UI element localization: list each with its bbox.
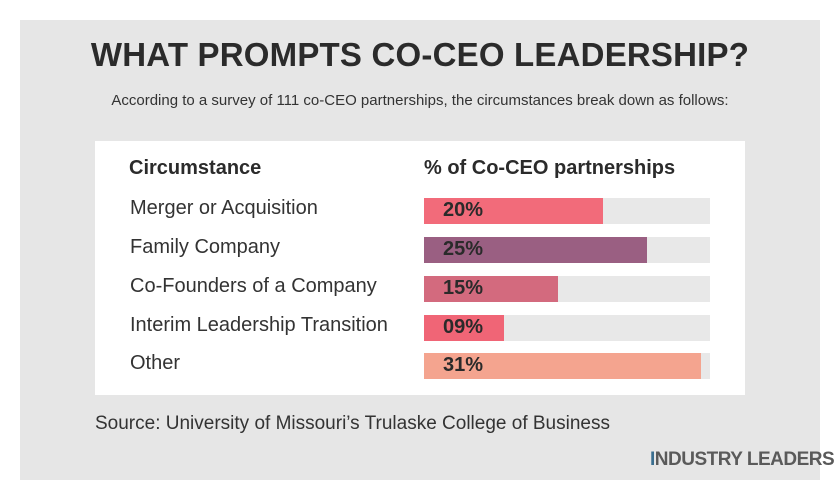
column-header-circumstance: Circumstance xyxy=(129,157,262,179)
bar-value-label: 15% xyxy=(443,277,484,299)
category-label: Co-Founders of a Company xyxy=(130,275,377,297)
chart-subtitle: According to a survey of 111 co-CEO part… xyxy=(111,92,729,109)
bar-track: 20% xyxy=(424,198,710,224)
bar xyxy=(424,276,558,302)
bar-value-label: 20% xyxy=(443,199,484,221)
bar-track: 25% xyxy=(424,237,710,263)
chart-title: WHAT PROMPTS CO-CEO LEADERSHIP? xyxy=(90,36,750,73)
bar xyxy=(424,237,647,263)
bar-track: 09% xyxy=(424,315,710,341)
source-note: Source: University of Missouri’s Trulask… xyxy=(95,413,610,434)
column-header-percent: % of Co-CEO partnerships xyxy=(424,157,676,179)
bar-value-label: 31% xyxy=(443,354,484,376)
data-table-panel xyxy=(95,141,745,395)
category-label: Other xyxy=(130,352,181,374)
bar-track: 15% xyxy=(424,276,710,302)
industry-leaders-logo: INDUSTRY LEADERS xyxy=(650,449,835,470)
bar-value-label: 25% xyxy=(443,238,484,260)
category-label: Merger or Acquisition xyxy=(130,197,318,219)
category-label: Interim Leadership Transition xyxy=(130,314,388,336)
bar-track: 31% xyxy=(424,353,710,379)
bar xyxy=(424,315,504,341)
bar xyxy=(424,353,701,379)
bar xyxy=(424,198,603,224)
bar-value-label: 09% xyxy=(443,316,484,338)
category-label: Family Company xyxy=(130,236,281,258)
